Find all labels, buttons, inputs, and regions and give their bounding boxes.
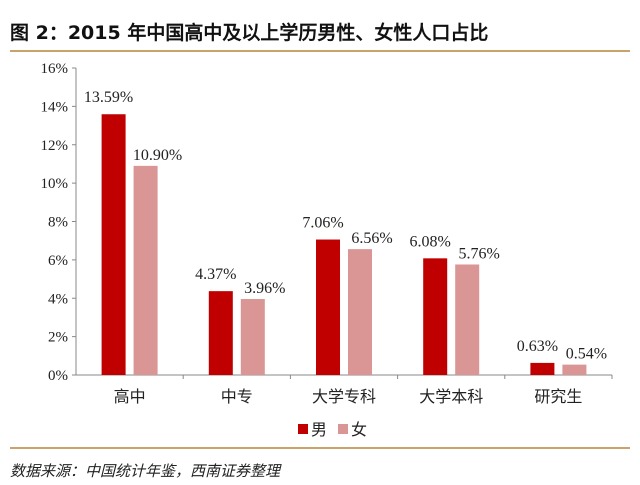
source-divider (10, 447, 630, 449)
data-label: 5.76% (459, 245, 500, 262)
chart-title: 图 2：2015 年中国高中及以上学历男性、女性人口占比 (10, 22, 489, 44)
y-tick-label: 2% (48, 330, 68, 346)
legend-swatch (298, 424, 308, 434)
data-label: 13.59% (84, 89, 133, 106)
data-label: 0.63% (517, 338, 558, 355)
y-tick-label: 0% (48, 368, 68, 384)
x-tick-label: 研究生 (534, 388, 582, 406)
y-tick-label: 10% (41, 176, 69, 192)
data-label: 3.96% (244, 280, 285, 297)
bar-male (423, 258, 448, 375)
data-label: 4.37% (195, 266, 236, 283)
y-tick-label: 16% (41, 61, 69, 77)
data-label: 0.54% (566, 346, 607, 363)
bar-male (316, 239, 340, 375)
data-label: 10.90% (133, 147, 182, 164)
legend-label: 男 (311, 422, 327, 439)
title-divider (10, 50, 630, 52)
y-tick-label: 4% (48, 291, 68, 307)
y-tick-label: 12% (41, 138, 69, 154)
y-tick-label: 6% (48, 253, 68, 269)
x-tick-label: 大学本科 (419, 388, 483, 406)
x-tick-label: 大学专科 (312, 388, 376, 406)
data-label: 6.08% (410, 233, 451, 250)
bar-female (348, 249, 372, 375)
x-tick-label: 高中 (114, 388, 146, 406)
source-note: 数据来源：中国统计年鉴，西南证券整理 (10, 462, 281, 480)
bar-female (240, 299, 265, 375)
bar-female (133, 165, 158, 375)
x-tick-label: 中专 (221, 388, 253, 406)
data-label: 6.56% (351, 230, 392, 247)
legend-label: 女 (351, 420, 367, 439)
bar-male (101, 114, 126, 375)
bar-male (208, 291, 233, 375)
bar-female (562, 364, 587, 375)
bar-female (455, 264, 480, 375)
data-label: 7.06% (302, 215, 343, 232)
y-tick-label: 14% (41, 99, 69, 115)
bar-chart: 0% 2% 4% 6% 8% 10% 12% 14% 16% 高中 13.59% 10.90% 中专 4.… (41, 61, 613, 439)
legend-swatch (338, 424, 348, 434)
bar-male (530, 362, 555, 375)
y-tick-label: 8% (48, 215, 68, 231)
